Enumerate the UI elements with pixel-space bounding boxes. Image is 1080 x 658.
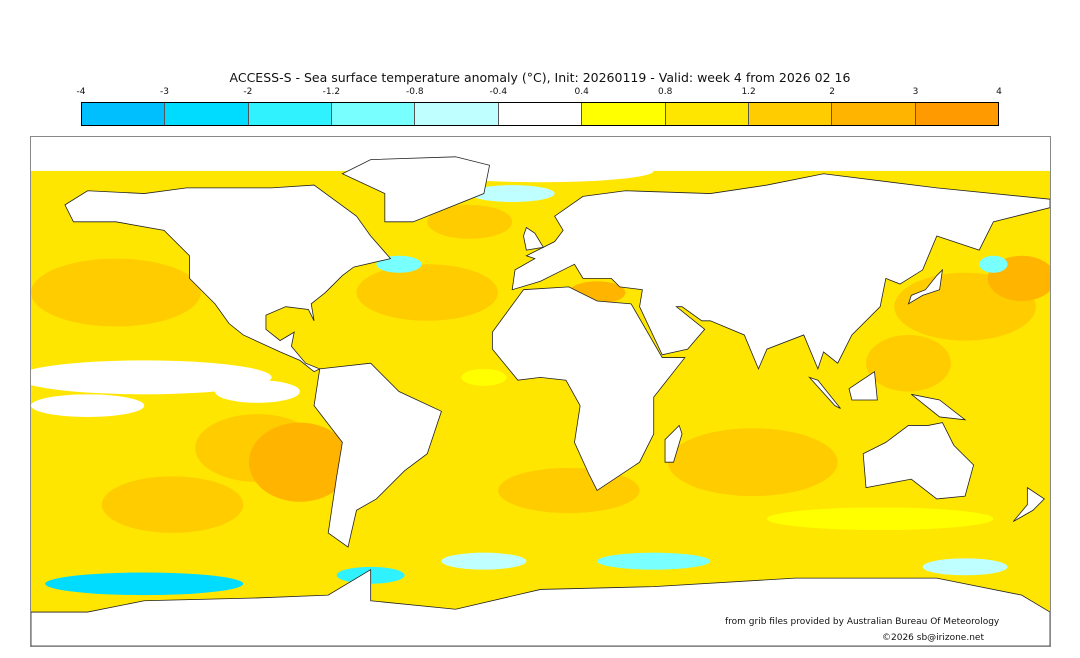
colorbar-bin bbox=[82, 103, 166, 125]
anomaly-patch bbox=[922, 558, 1008, 576]
copyright: ©2026 sb@irizone.net bbox=[882, 633, 984, 643]
anomaly-patch bbox=[461, 368, 507, 386]
colorbar-tick-label: 4 bbox=[996, 87, 1002, 97]
colorbar-tick-label: -4 bbox=[76, 87, 86, 97]
anomaly-patch bbox=[597, 552, 711, 570]
colorbar-bin bbox=[832, 103, 916, 125]
source-credit: from grib files provided by Australian B… bbox=[725, 617, 1000, 627]
colorbar-tick-label: 0.8 bbox=[658, 87, 673, 97]
anomaly-patch bbox=[31, 360, 272, 395]
landmass-south-america bbox=[313, 362, 442, 548]
landmass-antarctica bbox=[31, 568, 1050, 646]
colorbar-bin bbox=[332, 103, 416, 125]
colorbar-tick-label: -0.8 bbox=[406, 87, 424, 97]
colorbar-tick-label: -3 bbox=[159, 87, 169, 97]
landmass-new-zealand bbox=[1012, 486, 1045, 522]
map-title: ACCESS-S - Sea surface temperature anoma… bbox=[229, 70, 851, 85]
anomaly-patch bbox=[766, 507, 994, 531]
colorbar-tick-label: -1.2 bbox=[322, 87, 341, 97]
colorbar-tick-label: 0.4 bbox=[574, 87, 589, 97]
anomaly-patch bbox=[667, 428, 838, 497]
landmass-north-america bbox=[64, 184, 392, 373]
anomaly-patch bbox=[866, 334, 951, 392]
colorbar-bin bbox=[915, 103, 998, 125]
landmass-eurasia bbox=[511, 173, 1050, 371]
anomaly-patch bbox=[45, 572, 244, 596]
landmass-africa bbox=[491, 286, 686, 492]
colorbar-bin bbox=[582, 103, 666, 125]
anomaly-patch bbox=[376, 255, 422, 273]
colorbar-bin bbox=[415, 103, 499, 125]
colorbar-bin bbox=[165, 103, 249, 125]
anomaly-patch bbox=[214, 380, 300, 403]
landmass-borneo bbox=[848, 371, 878, 401]
anomaly-patch bbox=[441, 552, 527, 570]
colorbar-tick-label: 2 bbox=[829, 87, 835, 97]
landmass-greenland bbox=[341, 156, 491, 223]
anomaly-patch bbox=[469, 185, 555, 203]
anomaly-patch bbox=[356, 264, 499, 321]
anomaly-patch bbox=[979, 255, 1008, 273]
colorbar-tick-label: 3 bbox=[912, 87, 919, 97]
landmass-sumatra bbox=[808, 376, 841, 409]
landmass-madagascar bbox=[664, 424, 683, 463]
anomaly-patch bbox=[248, 422, 351, 502]
landmass-australia bbox=[862, 422, 975, 500]
colorbar-bin bbox=[748, 103, 833, 125]
colorbar bbox=[81, 102, 999, 126]
landmass-uk bbox=[523, 226, 544, 251]
colorbar-tick-label: -2 bbox=[243, 87, 253, 97]
anomaly-patch bbox=[101, 476, 244, 533]
colorbar-tick-label: -0.4 bbox=[489, 87, 508, 97]
colorbar-bin bbox=[248, 103, 333, 125]
anomaly-patch bbox=[427, 204, 513, 239]
anomaly-patch bbox=[31, 258, 201, 327]
landmass-new-guinea bbox=[911, 393, 967, 421]
landmass-japan bbox=[907, 268, 944, 305]
colorbar-bin bbox=[665, 103, 749, 125]
colorbar-tick-label: 1.2 bbox=[741, 87, 756, 97]
colorbar-ticks: -4 -3 -2 -1.2 -0.8 -0.4 0.4 0.8 1.2 2 3 4 bbox=[77, 87, 1002, 99]
colorbar-bin bbox=[498, 103, 583, 125]
sst-anomaly-map bbox=[30, 136, 1051, 647]
anomaly-patch bbox=[31, 394, 145, 417]
